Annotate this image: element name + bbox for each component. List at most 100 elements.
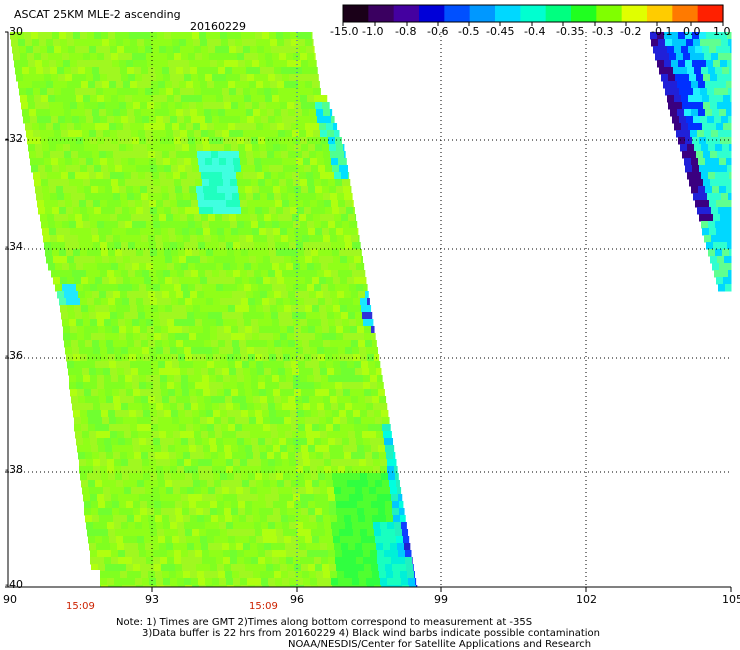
swath-pixel	[272, 550, 280, 558]
swath-pixel	[161, 60, 169, 68]
swath-pixel	[142, 158, 150, 166]
swath-pixel	[288, 109, 296, 117]
swath-pixel	[113, 515, 121, 523]
swath-pixel	[729, 172, 732, 180]
swath-pixel	[209, 375, 217, 383]
swath-pixel	[222, 543, 230, 551]
swath-pixel	[247, 403, 255, 411]
swath-pixel	[278, 312, 286, 320]
swath-pixel	[199, 32, 207, 40]
swath-pixel	[715, 249, 723, 257]
swath-pixel	[706, 60, 714, 68]
swath-pixel	[114, 459, 122, 467]
swath-pixel	[356, 375, 364, 383]
swath-pixel	[339, 354, 347, 362]
swath-pixel	[361, 361, 369, 369]
swath-pixel	[184, 403, 192, 411]
swath-pixel	[97, 221, 105, 229]
swath-pixel	[76, 95, 84, 103]
swath-pixel	[172, 277, 180, 285]
swath-pixel	[111, 382, 119, 390]
swath-pixel	[328, 557, 336, 565]
swath-pixel	[280, 60, 288, 68]
swath-pixel	[181, 550, 189, 558]
swath-pixel	[91, 508, 99, 516]
swath-pixel	[176, 193, 184, 201]
swath-pixel	[250, 312, 258, 320]
swath-pixel	[214, 536, 222, 544]
swath-pixel	[342, 438, 350, 446]
swath-pixel	[119, 228, 127, 236]
swath-pixel	[125, 95, 133, 103]
swath-pixel	[678, 137, 686, 145]
swath-pixel	[138, 431, 146, 439]
swath-pixel	[295, 67, 303, 75]
swath-pixel	[228, 536, 236, 544]
swath-pixel	[273, 445, 281, 453]
swath-pixel	[136, 249, 144, 257]
swath-pixel	[58, 74, 66, 82]
swath-pixel	[237, 137, 245, 145]
swath-pixel	[351, 452, 359, 460]
swath-pixel	[155, 291, 163, 299]
swath-pixel	[251, 375, 259, 383]
swath-pixel	[135, 116, 143, 124]
swath-pixel	[289, 200, 297, 208]
swath-pixel	[149, 270, 157, 278]
swath-pixel	[239, 515, 247, 523]
swath-pixel	[15, 67, 23, 75]
swath-pixel	[213, 529, 221, 537]
swath-pixel	[84, 508, 92, 516]
swath-pixel	[110, 130, 118, 138]
swath-pixel	[183, 396, 191, 404]
swath-pixel	[221, 305, 229, 313]
swath-pixel	[304, 529, 312, 537]
swath-pixel	[235, 536, 243, 544]
swath-pixel	[120, 109, 128, 117]
swath-pixel	[85, 515, 93, 523]
swath-pixel	[305, 480, 313, 488]
swath-pixel	[144, 417, 152, 425]
swath-pixel	[135, 158, 143, 166]
swath-pixel	[359, 270, 366, 278]
swath-pixel	[221, 123, 229, 131]
swath-pixel	[176, 340, 184, 348]
swath-pixel	[245, 564, 253, 572]
swath-pixel	[300, 382, 308, 390]
swath-pixel	[166, 88, 174, 96]
swath-pixel	[103, 172, 111, 180]
swath-pixel	[344, 193, 352, 201]
swath-pixel	[275, 158, 283, 166]
swath-pixel	[697, 130, 705, 138]
swath-pixel	[81, 81, 89, 89]
swath-pixel	[126, 508, 134, 516]
swath-pixel	[223, 319, 231, 327]
swath-pixel	[77, 186, 85, 194]
swath-pixel	[167, 319, 175, 327]
swath-pixel	[164, 298, 172, 306]
swath-pixel	[295, 515, 303, 523]
swath-pixel	[354, 480, 362, 488]
swath-pixel	[404, 543, 411, 551]
swath-pixel	[203, 501, 211, 509]
swath-pixel	[316, 291, 324, 299]
swath-pixel	[384, 557, 392, 565]
swath-pixel	[258, 438, 266, 446]
swath-pixel	[702, 123, 710, 131]
swath-pixel	[78, 452, 86, 460]
swath-pixel	[207, 480, 215, 488]
colorbar-label: -15.0	[330, 25, 359, 38]
swath-pixel	[182, 144, 190, 152]
swath-pixel	[130, 256, 138, 264]
swath-pixel	[315, 333, 323, 341]
swath-pixel	[728, 39, 732, 47]
swath-pixel	[30, 158, 38, 166]
swath-pixel	[179, 123, 187, 131]
swath-pixel	[74, 256, 82, 264]
swath-pixel	[338, 200, 346, 208]
swath-pixel	[321, 382, 329, 390]
swath-pixel	[280, 186, 288, 194]
swath-pixel	[167, 263, 175, 271]
swath-pixel	[76, 438, 84, 446]
swath-pixel	[85, 235, 93, 243]
